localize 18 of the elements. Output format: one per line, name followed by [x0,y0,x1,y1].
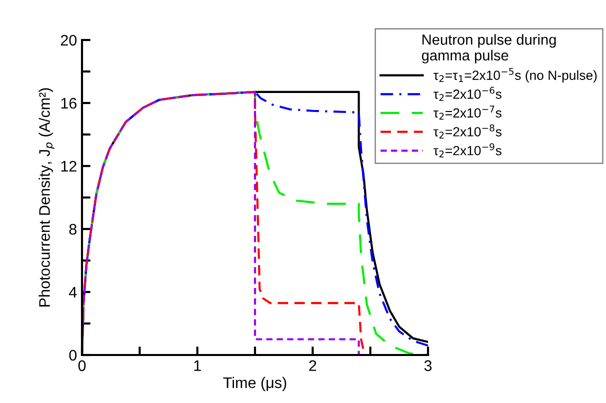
y-axis-title: Photocurrent Density, J$_{p}$ (A/cm²) [38,88,55,306]
x-tick-label: 2 [309,360,316,371]
legend-label: τ$_{2}$=2x10$^{−6}$s [434,86,502,101]
y-tick-label: 8 [69,224,76,235]
x-tick-label: 1 [194,360,201,371]
legend-label: τ$_{2}$=2x10$^{−9}$s [434,143,502,158]
legend-label: τ$_{2}$=τ$_{1}$=2x10$^{−5}$s (no N-pulse) [434,68,597,83]
x-tick-label: 0 [78,360,86,372]
y-tick-label: 4 [68,287,77,298]
x-tick-label: 3 [424,360,432,372]
y-tick-label: 12 [61,160,76,172]
legend-title: Neutron pulse during gamma pulse [422,34,556,64]
y-tick-label: 0 [69,350,77,361]
y-tick-label: 16 [61,98,76,109]
y-tick-label: 20 [60,34,77,46]
legend-label: τ$_{2}$=2x10$^{−7}$s [434,106,502,120]
legend-label: τ$_{2}$=2x10$^{−8}$s [434,124,502,138]
x-axis-title: Time (μs) [223,376,286,392]
